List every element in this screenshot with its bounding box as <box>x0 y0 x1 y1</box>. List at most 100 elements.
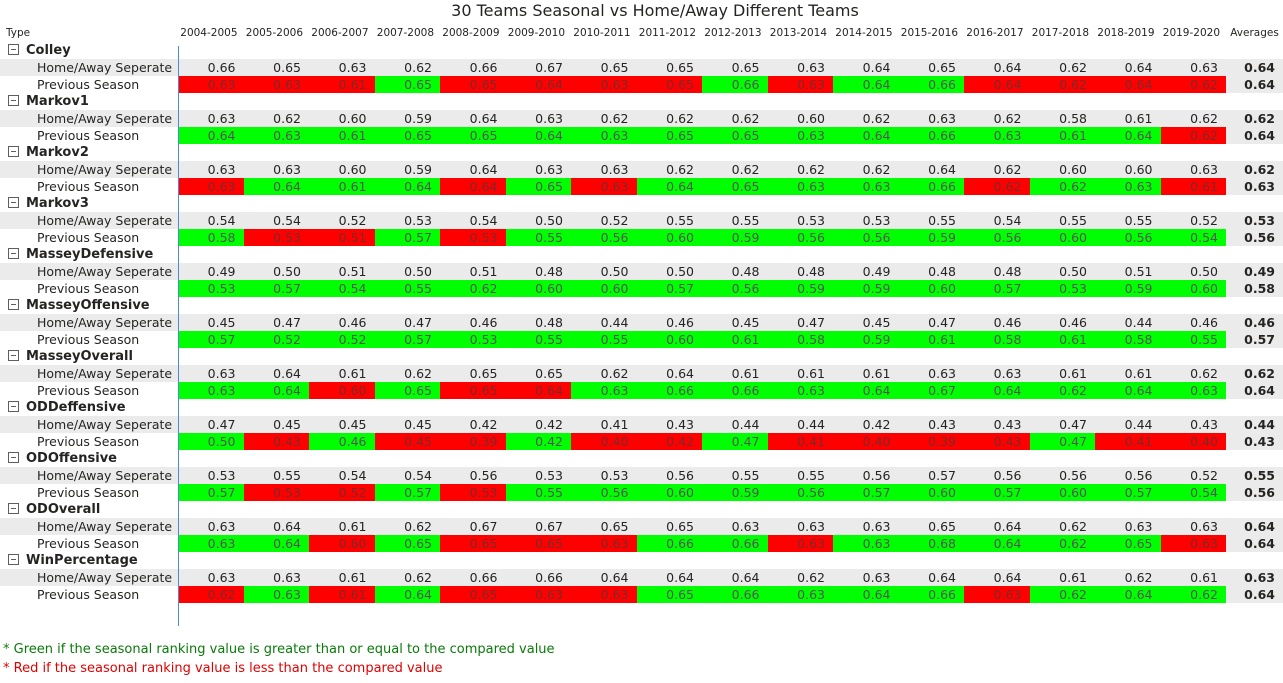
group-header[interactable]: Colley <box>0 42 178 59</box>
value-cell: 0.66 <box>898 76 964 93</box>
value-cell: 0.63 <box>767 76 833 93</box>
value-cell: 0.50 <box>1029 263 1095 280</box>
collapse-toggle-icon[interactable] <box>8 554 19 565</box>
value-cell: 0.57 <box>964 280 1030 297</box>
empty-cell <box>309 195 375 212</box>
group-header[interactable]: MasseyOffensive <box>0 297 178 314</box>
value-cell: 0.63 <box>243 586 309 603</box>
empty-cell <box>244 399 310 416</box>
header-season: 2019-2020 <box>1162 27 1220 39</box>
group-header[interactable]: ODDeffensive <box>0 399 178 416</box>
group-row: Markov2 <box>0 144 1283 161</box>
value-cell: 0.65 <box>374 76 440 93</box>
group-header[interactable]: ODOffensive <box>0 450 178 467</box>
group-header[interactable]: MasseyOverall <box>0 348 178 365</box>
value-cell: 0.63 <box>767 586 833 603</box>
value-cell: 0.64 <box>178 127 244 144</box>
value-cell: 0.58 <box>964 331 1030 348</box>
row-label: Home/Away Seperate <box>0 59 178 76</box>
value-cell: 0.58 <box>178 229 244 246</box>
empty-cell <box>833 348 899 365</box>
value-cell: 0.63 <box>898 365 964 382</box>
collapse-toggle-icon[interactable] <box>8 452 19 463</box>
value-cell: 0.46 <box>309 433 375 450</box>
value-cell: 0.64 <box>374 178 440 195</box>
value-cell: 0.62 <box>243 110 309 127</box>
value-cell: 0.56 <box>964 467 1030 484</box>
value-cell: 0.57 <box>374 331 440 348</box>
group-header[interactable]: MasseyDefensive <box>0 246 178 263</box>
value-cell: 0.47 <box>1029 433 1095 450</box>
empty-cell <box>1161 450 1227 467</box>
value-cell: 0.62 <box>1160 127 1226 144</box>
value-cell: 0.63 <box>178 535 244 552</box>
group-header[interactable]: Markov1 <box>0 93 178 110</box>
collapse-toggle-icon[interactable] <box>8 503 19 514</box>
value-cell: 0.61 <box>767 365 833 382</box>
group-row: ODOffensive <box>0 450 1283 467</box>
empty-cell <box>768 297 834 314</box>
value-cell: 0.61 <box>833 365 899 382</box>
row-label: Previous Season <box>37 434 140 449</box>
value-cell: 0.61 <box>1029 365 1095 382</box>
value-cell: 0.65 <box>505 365 571 382</box>
value-cell: 0.63 <box>571 76 637 93</box>
empty-cell <box>244 246 310 263</box>
value-cell: 0.64 <box>243 382 309 399</box>
collapse-toggle-icon[interactable] <box>8 44 19 55</box>
empty-cell <box>571 144 637 161</box>
empty-cell <box>375 297 441 314</box>
value-cell: 0.47 <box>178 416 244 433</box>
previous-season-row: Previous Season 0.58 0.53 0.51 0.57 0.53 0.55 0… <box>0 229 1283 246</box>
group-header[interactable]: ODOverall <box>0 501 178 518</box>
value-cell: 0.62 <box>1029 518 1095 535</box>
value-cell: 0.64 <box>964 76 1030 93</box>
value-cell: 0.53 <box>243 229 309 246</box>
average-cell: 0.64 <box>1226 59 1283 76</box>
empty-cell <box>899 399 965 416</box>
group-header[interactable]: WinPercentage <box>0 552 178 569</box>
value-cell: 0.66 <box>636 535 702 552</box>
value-cell: 0.61 <box>309 365 375 382</box>
row-label: Home/Away Seperate <box>0 263 178 280</box>
value-cell: 0.54 <box>309 467 375 484</box>
collapse-toggle-icon[interactable] <box>8 350 19 361</box>
value-cell: 0.56 <box>440 467 506 484</box>
value-cell: 0.63 <box>178 382 244 399</box>
value-cell: 0.56 <box>571 229 637 246</box>
average-cell: 0.49 <box>1226 263 1283 280</box>
empty-cell <box>506 297 572 314</box>
value-cell: 0.46 <box>636 314 702 331</box>
value-cell: 0.60 <box>636 229 702 246</box>
group-header[interactable]: Markov3 <box>0 195 178 212</box>
value-cell: 0.59 <box>767 280 833 297</box>
collapse-toggle-icon[interactable] <box>8 401 19 412</box>
header-season: 2012-2013 <box>704 27 762 39</box>
empty-cell <box>768 144 834 161</box>
collapse-toggle-icon[interactable] <box>8 146 19 157</box>
empty-cell <box>702 399 768 416</box>
value-cell: 0.65 <box>571 518 637 535</box>
group-name: ODOverall <box>26 502 101 517</box>
empty-cell <box>571 195 637 212</box>
value-cell: 0.59 <box>898 229 964 246</box>
value-cell: 0.63 <box>571 178 637 195</box>
collapse-toggle-icon[interactable] <box>8 95 19 106</box>
group-row: WinPercentage <box>0 552 1283 569</box>
group-header[interactable]: Markov2 <box>0 144 178 161</box>
value-cell: 0.41 <box>767 433 833 450</box>
value-cell: 0.50 <box>178 433 244 450</box>
average-cell: 0.62 <box>1226 161 1283 178</box>
collapse-toggle-icon[interactable] <box>8 248 19 259</box>
empty-cell <box>571 501 637 518</box>
empty-cell <box>637 348 703 365</box>
group-name: Markov1 <box>26 94 89 109</box>
empty-cell <box>375 450 441 467</box>
value-cell: 0.62 <box>440 280 506 297</box>
value-cell: 0.61 <box>702 331 768 348</box>
collapse-toggle-icon[interactable] <box>8 299 19 310</box>
empty-cell <box>1161 501 1227 518</box>
collapse-toggle-icon[interactable] <box>8 197 19 208</box>
value-cell: 0.63 <box>243 76 309 93</box>
value-cell: 0.44 <box>1095 314 1161 331</box>
